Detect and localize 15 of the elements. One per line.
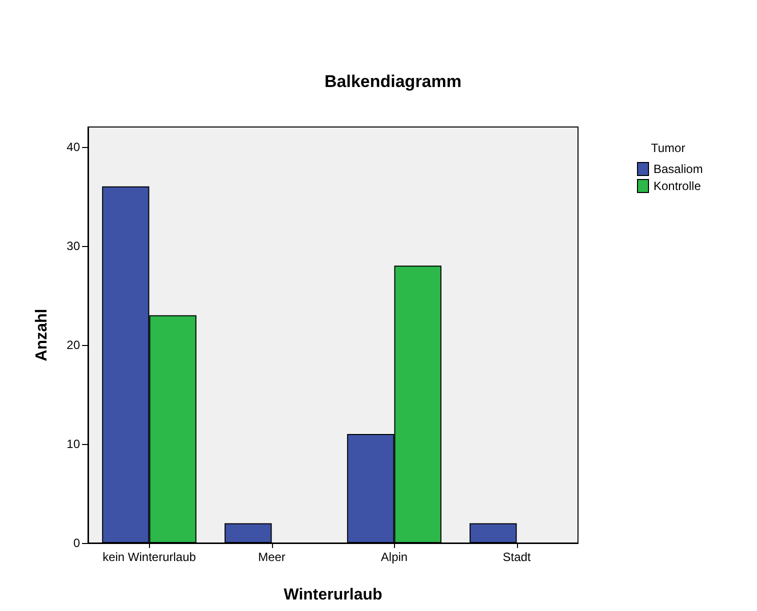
y-axis-title: Anzahl xyxy=(34,308,50,362)
chart-title: Balkendiagramm xyxy=(324,72,462,91)
x-tick-label: Meer xyxy=(258,550,286,564)
x-tick-label: Alpin xyxy=(380,550,408,564)
y-tick-label: 40 xyxy=(66,140,80,154)
legend-label: Kontrolle xyxy=(654,179,702,193)
x-tick-label: Stadt xyxy=(502,550,532,564)
y-tick-label: 30 xyxy=(66,238,80,253)
x-tick-label: kein Winterurlaub xyxy=(102,550,196,564)
y-tick-label: 20 xyxy=(66,338,80,352)
x-axis-title: Winterurlaub xyxy=(284,586,382,604)
y-tick-label: 10 xyxy=(66,436,80,451)
y-tick-label: 0 xyxy=(73,536,80,550)
legend-label: Basaliom xyxy=(654,162,703,176)
legend-title: Tumor xyxy=(651,141,686,155)
